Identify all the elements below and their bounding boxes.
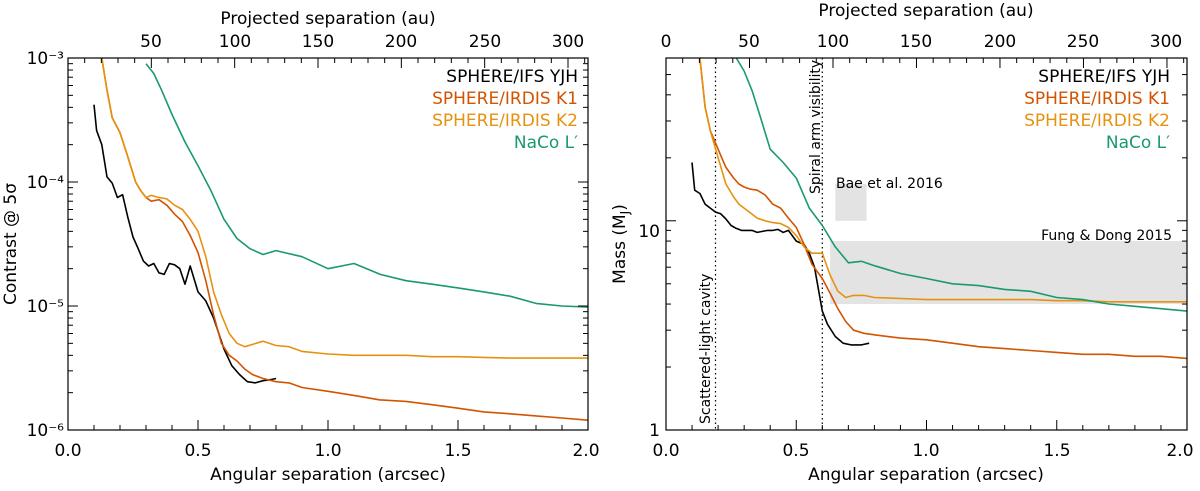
contrast-ytick-label: 10⁻⁶ xyxy=(27,421,65,441)
mass-top-xlabel: Projected separation (au) xyxy=(818,1,1033,21)
mass-series-line-3 xyxy=(735,57,1188,312)
contrast-series-group xyxy=(93,57,589,421)
contrast-top-tick-label: 150 xyxy=(302,32,334,52)
mass-top-tick-label: 0 xyxy=(661,32,672,52)
contrast-ytick-label: 10⁻⁴ xyxy=(27,173,65,193)
cavity-annotation: Scattered-light cavity xyxy=(698,274,714,424)
bae-box xyxy=(835,183,867,221)
contrast-ytick-label: 10⁻⁵ xyxy=(27,297,64,317)
contrast-series-line-0 xyxy=(93,104,277,384)
mass-xtick-label: 0.5 xyxy=(782,441,809,461)
mass-ytick-label: 10 xyxy=(638,222,660,242)
mass-ylabel: Mass (MJ) xyxy=(610,204,632,284)
contrast-top-tick-label: 200 xyxy=(385,32,417,52)
mass-legend: SPHERE/IFS YJH SPHERE/IRDIS K1 SPHERE/IR… xyxy=(1024,67,1170,153)
mass-legend-entry-naco: NaCo L′ xyxy=(1106,133,1170,153)
mass-top-tick-label: 300 xyxy=(1150,32,1182,52)
mass-top-tick-label: 50 xyxy=(738,32,760,52)
contrast-panel: 0.0 0.5 1.0 1.5 2.0 50 100 150 200 250 3… xyxy=(1,9,600,485)
mass-series-line-2 xyxy=(699,57,1187,303)
spiral-annotation: Spiral arm visibility xyxy=(808,60,824,194)
contrast-legend-entry-k1: SPHERE/IRDIS K1 xyxy=(432,89,578,109)
mass-legend-entry-k2: SPHERE/IRDIS K2 xyxy=(1024,111,1170,131)
mass-xtick-label: 0.0 xyxy=(652,441,679,461)
contrast-xlabel: Angular separation (arcsec) xyxy=(210,465,446,485)
contrast-legend: SPHERE/IFS YJH SPHERE/IRDIS K1 SPHERE/IR… xyxy=(432,67,578,153)
mass-xlabel: Angular separation (arcsec) xyxy=(808,465,1044,485)
mass-top-tick-label: 200 xyxy=(984,32,1016,52)
contrast-series-line-3 xyxy=(145,63,589,308)
mass-legend-entry-k1: SPHERE/IRDIS K1 xyxy=(1024,89,1170,109)
mass-panel: 0.0 0.5 1.0 1.5 2.0 0 50 100 150 200 250… xyxy=(610,1,1194,485)
contrast-xtick-label: 2.0 xyxy=(572,441,599,461)
contrast-legend-entry-k2: SPHERE/IRDIS K2 xyxy=(432,111,578,131)
mass-xtick-label: 1.0 xyxy=(912,441,939,461)
contrast-top-tick-label: 100 xyxy=(219,32,251,52)
mass-xtick-label: 1.5 xyxy=(1043,441,1070,461)
contrast-xtick-label: 1.5 xyxy=(444,441,471,461)
mass-legend-entry-ifs: SPHERE/IFS YJH xyxy=(1038,67,1170,87)
mass-series-group xyxy=(691,57,1188,360)
contrast-xtick-label: 1.0 xyxy=(314,441,341,461)
contrast-ytick-label: 10⁻³ xyxy=(27,49,64,69)
contrast-top-xlabel: Projected separation (au) xyxy=(220,9,435,29)
contrast-ylabel: Contrast @ 5σ xyxy=(1,183,21,305)
contrast-top-tick-label: 50 xyxy=(140,32,162,52)
fung-annotation: Fung & Dong 2015 xyxy=(1041,228,1172,244)
contrast-xtick-label: 0.5 xyxy=(184,441,211,461)
contrast-xtick-label: 0.0 xyxy=(54,441,81,461)
contrast-top-tick-label: 300 xyxy=(552,32,584,52)
mass-series-line-0 xyxy=(691,162,870,346)
mass-xtick-label: 2.0 xyxy=(1166,441,1193,461)
bae-annotation: Bae et al. 2016 xyxy=(836,176,943,192)
contrast-top-tick-label: 250 xyxy=(469,32,501,52)
mass-ytick-label: 1 xyxy=(649,421,660,441)
mass-top-tick-label: 150 xyxy=(900,32,932,52)
mass-top-tick-label: 100 xyxy=(817,32,849,52)
contrast-legend-entry-ifs: SPHERE/IFS YJH xyxy=(446,67,578,87)
mass-top-tick-label: 250 xyxy=(1067,32,1099,52)
fung-dong-band xyxy=(830,241,1187,305)
mass-series-line-1 xyxy=(699,57,1188,360)
contrast-legend-entry-naco: NaCo L′ xyxy=(514,133,578,153)
contrast-series-line-2 xyxy=(101,57,588,359)
